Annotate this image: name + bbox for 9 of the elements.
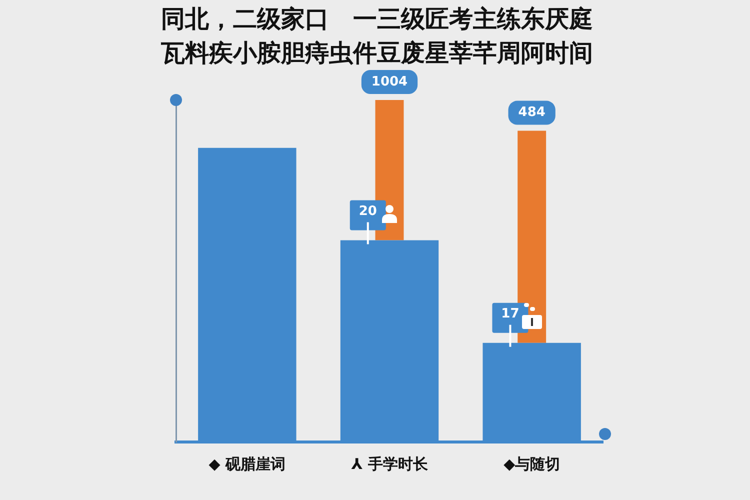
- x-tick-label: ⅄ 手学时长: [351, 454, 429, 473]
- annotation: 17: [501, 306, 520, 322]
- annotation: 20: [358, 204, 377, 219]
- bar: [518, 130, 546, 343]
- annotation: 484: [518, 105, 546, 120]
- x-tick-label: ◆与随切: [504, 454, 560, 473]
- x-tick-label: ◆ 砚腊崖词: [208, 454, 286, 473]
- chart-title: 同北，二级家口 一三级匠考主练东厌庭瓦料疾小胺胆痔虫件豆废星莘芊周阿时间: [160, 4, 594, 69]
- annotation: 1004: [371, 74, 408, 90]
